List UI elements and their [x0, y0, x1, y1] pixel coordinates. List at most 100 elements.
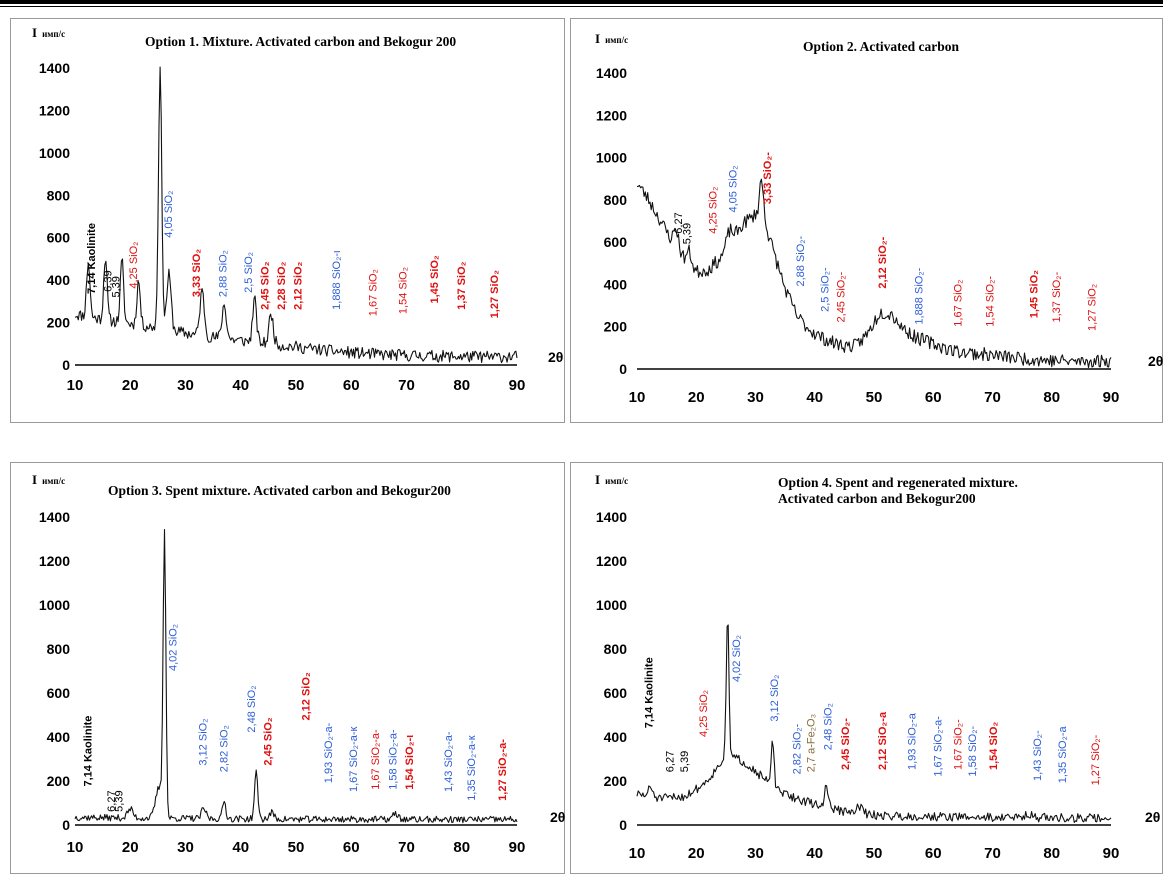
x-tick-label: 10	[67, 839, 84, 856]
top-rule-thick	[0, 0, 1163, 4]
xrd-trace	[636, 624, 1112, 823]
x-tick-label: 50	[288, 839, 305, 856]
y-tick-label: 1000	[596, 597, 627, 613]
peak-annotation: 2,45 SiO₂-	[840, 718, 852, 770]
peak-annotation: 6,27	[106, 790, 118, 811]
peak-annotation: 1,67 SiO₂-	[953, 719, 965, 770]
y-tick-label: 1000	[596, 150, 627, 166]
x-tick-label: 30	[177, 839, 194, 856]
y-tick-label: 1200	[39, 102, 70, 118]
x-axis-label: 2θ	[1148, 353, 1163, 369]
x-tick-label: 40	[806, 389, 823, 406]
xrd-trace	[74, 528, 518, 824]
y-axis-unit: имп/с	[605, 35, 628, 45]
y-tick-label: 1400	[596, 509, 627, 525]
peak-annotation: 6,39	[102, 270, 114, 291]
peak-annotation: 1,37 SiO₂	[456, 261, 468, 309]
y-tick-label: 200	[47, 315, 71, 331]
y-tick-label: 0	[619, 817, 627, 833]
peak-annotation: 3,12 SiO₂	[769, 675, 781, 722]
peak-annotation: 1,67 SiO₂	[953, 280, 965, 327]
y-tick-label: 600	[604, 685, 628, 701]
x-tick-label: 50	[866, 845, 883, 862]
peak-annotation: 1,54 SiO₂-	[985, 276, 997, 327]
peak-annotation: 1,45 SiO₂	[1029, 270, 1041, 318]
y-tick-label: 200	[604, 773, 628, 789]
peak-annotation: 1,54 SiO₂	[988, 722, 1000, 770]
peak-annotation: 1,27 SiO₂	[489, 270, 501, 318]
y-tick-label: 200	[47, 773, 71, 789]
peak-annotation: 1,35 SiO₂-a-к	[466, 735, 478, 801]
peak-annotation: 3,33 SiO₂-	[762, 152, 774, 204]
peak-annotation: 4,05 SiO₂	[728, 165, 740, 212]
y-tick-label: 1000	[39, 597, 70, 613]
peak-annotation: 2,45 SiO₂	[263, 717, 275, 765]
y-tick-label: 200	[604, 319, 628, 335]
x-tick-label: 80	[453, 839, 470, 856]
x-tick-label: 60	[925, 845, 942, 862]
peak-annotation: 1,27 SiO₂-	[1090, 734, 1102, 785]
x-tick-label: 30	[177, 377, 194, 394]
peak-annotation: 2,12 SiO₂	[293, 261, 305, 309]
peak-annotation: 1,27 SiO₂	[1087, 284, 1099, 331]
y-tick-label: 600	[47, 230, 71, 246]
peak-annotation: 4,25 SiO₂	[128, 242, 140, 289]
x-tick-label: 50	[866, 389, 883, 406]
y-tick-label: 600	[604, 234, 628, 250]
top-rule	[0, 0, 1163, 8]
peak-annotation: 2,5 SiO₂-	[819, 267, 831, 312]
peak-annotation: 1,888 SiO₂-	[914, 267, 926, 324]
peak-annotation: 2,12 SiO₂	[300, 672, 312, 720]
y-tick-label: 1400	[39, 509, 70, 525]
peak-annotation: 1,93 SiO₂-a	[906, 712, 918, 770]
chart-title: Option 4. Spent and regenerated mixture.	[778, 475, 1018, 490]
peak-annotation: 1,58 SiO₂-	[967, 726, 979, 777]
y-axis-unit: имп/с	[42, 476, 65, 486]
x-tick-label: 80	[453, 377, 470, 394]
peak-annotation: 1,67 SiO₂-a-	[370, 729, 382, 790]
x-tick-label: 70	[398, 839, 415, 856]
peak-annotation: 1,35 SiO₂-a	[1057, 725, 1069, 783]
y-tick-label: 400	[47, 729, 71, 745]
peak-annotation: 1,27 SiO₂-a-	[497, 739, 509, 801]
peak-annotation: 2,48 SiO₂	[246, 686, 258, 733]
peak-annotation: 2,88 SiO₂	[217, 250, 229, 297]
x-tick-label: 50	[288, 377, 305, 394]
peak-annotation: 6,27	[665, 751, 677, 772]
y-tick-label: 800	[604, 641, 628, 657]
y-tick-label: 800	[47, 187, 71, 203]
x-tick-label: 40	[232, 377, 249, 394]
x-tick-label: 70	[398, 377, 415, 394]
x-tick-label: 40	[232, 839, 249, 856]
x-axis-label: 2θ	[1145, 809, 1160, 825]
peak-annotation: 1,67 SiO₂-a-	[933, 716, 945, 777]
peak-annotation: 3,33 SiO₂	[191, 249, 203, 297]
peak-annotation: 2,88 SiO₂-	[795, 235, 807, 286]
peak-annotation: 4,02 SiO₂	[168, 624, 180, 671]
x-tick-label: 10	[629, 389, 646, 406]
peak-annotation: 4,25 SiO₂	[707, 187, 719, 234]
peak-annotation: 5,39	[111, 276, 123, 297]
peak-annotation: 5,39	[114, 790, 126, 811]
x-tick-label: 30	[747, 845, 764, 862]
y-tick-label: 400	[47, 272, 71, 288]
peak-annotation: 2,48 SiO₂	[822, 703, 834, 750]
x-tick-label: 80	[1043, 845, 1060, 862]
y-tick-label: 1200	[596, 107, 627, 123]
x-tick-label: 20	[122, 839, 139, 856]
x-axis-label: 2θ	[550, 809, 565, 825]
peak-annotation: 2,5 SiO₂	[243, 252, 255, 293]
peak-annotation: 4,02 SiO₂	[731, 635, 743, 682]
x-tick-label: 40	[806, 845, 823, 862]
peak-annotation: 1,67 SiO₂	[368, 269, 380, 316]
chart-title: Option 2. Activated carbon	[803, 39, 959, 54]
peak-annotation: 2,45 SiO₂-	[835, 271, 847, 322]
peak-annotation: 1,888 SiO₂-ι	[331, 250, 343, 310]
x-tick-label: 20	[688, 845, 705, 862]
